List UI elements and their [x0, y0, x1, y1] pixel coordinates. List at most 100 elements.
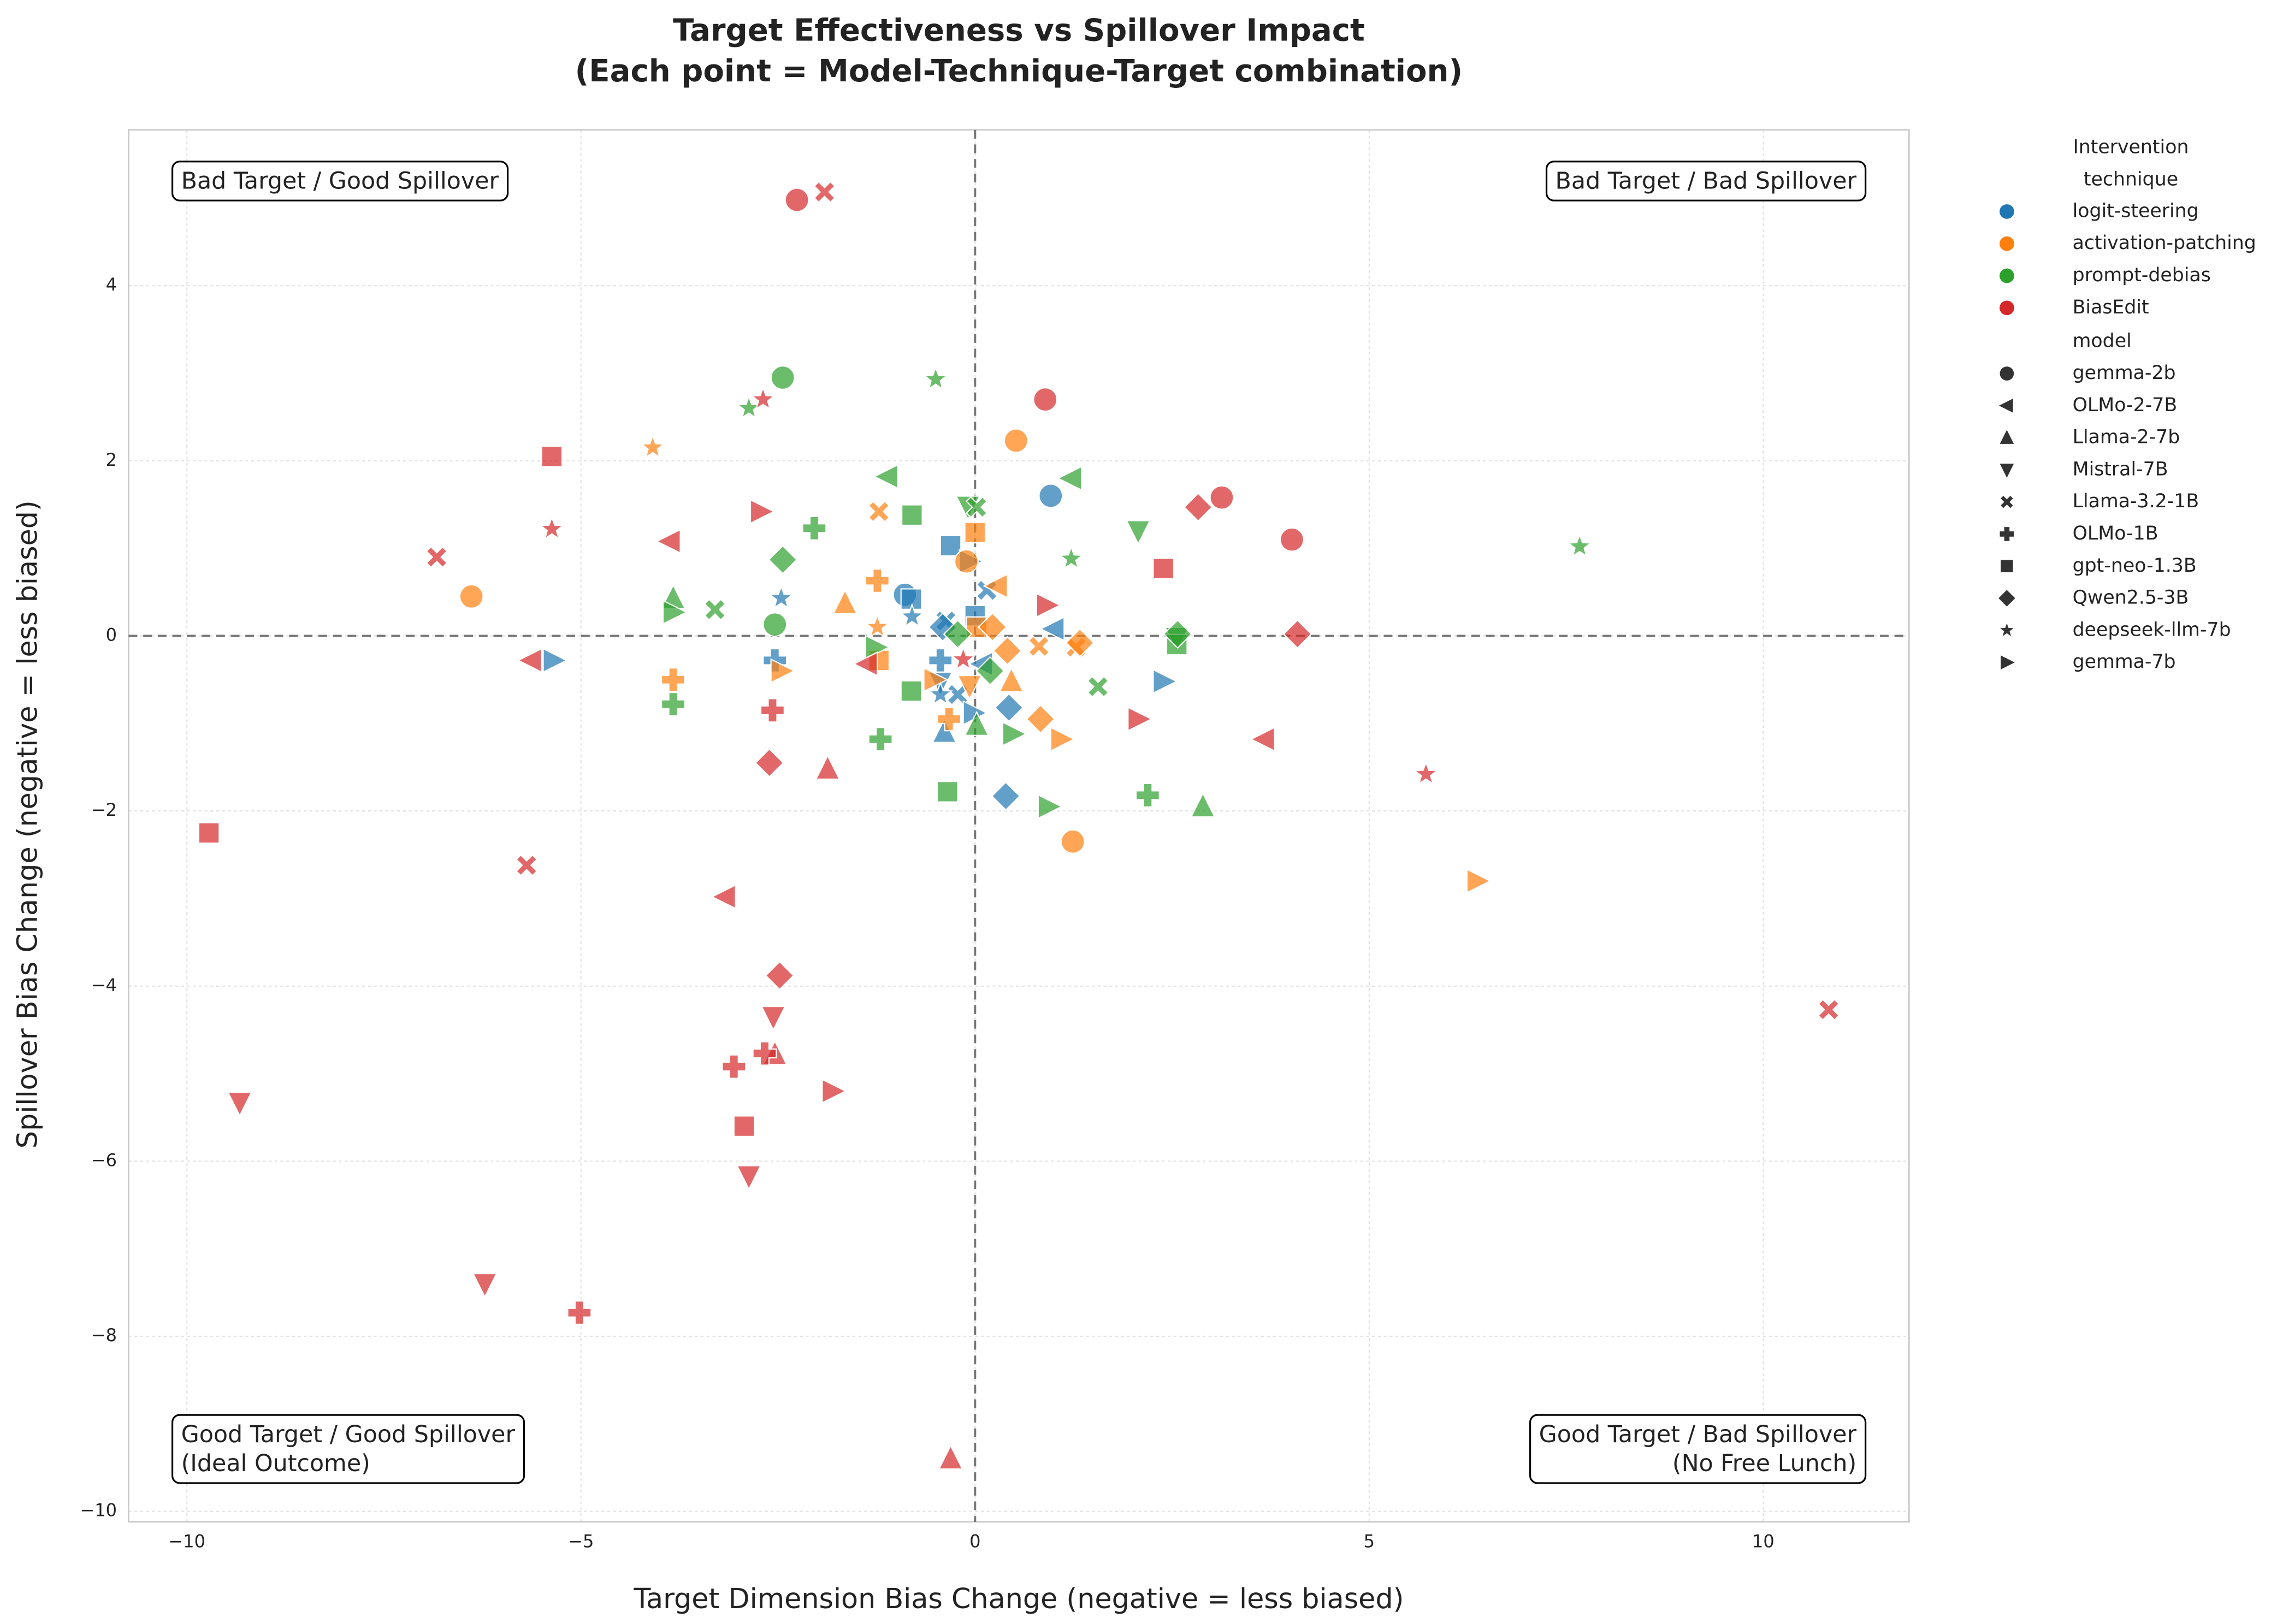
data-point: [978, 612, 1007, 642]
data-point: [1002, 721, 1028, 747]
data-point: [899, 603, 925, 628]
x-tick-label: −10: [168, 1531, 205, 1551]
x-axis-label: Target Dimension Bias Change (negative =…: [633, 1582, 1404, 1615]
data-point: [1033, 387, 1058, 412]
annotation-box: [1545, 161, 1867, 201]
chart-subtitle: (Each point = Model-Technique-Target com…: [575, 54, 1463, 89]
data-point: [927, 681, 954, 706]
data-point: [868, 727, 893, 752]
legend-title: Intervention technique: [2073, 137, 2189, 192]
data-point: [1466, 868, 1492, 894]
annotation-box: [1529, 1414, 1867, 1484]
quadrant-annotation: Good Target / Bad Spillover(No Free Lunc…: [1529, 1414, 1867, 1484]
legend-marker: [1998, 399, 2013, 413]
data-point: [1039, 616, 1065, 642]
data-point: [998, 667, 1024, 692]
data-point: [1050, 726, 1076, 752]
y-axis-label: Spillover Bias Change (negative = less b…: [11, 500, 44, 1148]
data-point: [1209, 485, 1234, 510]
legend-label: gpt-neo-1.3B: [2073, 555, 2197, 577]
data-point: [640, 434, 666, 459]
x-tick-label: 5: [1364, 1531, 1375, 1551]
data-point: [760, 1006, 786, 1032]
legend-marker: [2000, 300, 2014, 316]
data-point: [655, 529, 681, 554]
data-point: [736, 1165, 762, 1191]
annotation-text: Good Target / Bad Spillover: [1539, 1421, 1857, 1448]
legend-marker: [2001, 655, 2015, 669]
y-tick-label: −8: [91, 1325, 117, 1346]
quadrant-annotation: Good Target / Good Spillover(Ideal Outco…: [171, 1414, 525, 1484]
legend-label: Qwen2.5-3B: [2073, 587, 2189, 609]
data-point: [1060, 829, 1085, 854]
legend-marker: [2000, 366, 2014, 381]
data-point: [868, 500, 890, 523]
legend-marker: [2000, 268, 2014, 283]
data-point: [964, 710, 990, 736]
data-point: [923, 667, 949, 692]
legend-label: deepseek-llm-7b: [2073, 619, 2231, 641]
data-point: [768, 585, 794, 609]
data-point: [865, 568, 890, 593]
data-point: [1003, 428, 1028, 453]
y-tick-label: −4: [91, 975, 117, 995]
data-point: [815, 754, 841, 780]
data-point: [770, 365, 795, 390]
data-point: [937, 781, 959, 803]
legend-marker: [2000, 204, 2014, 219]
data-point: [1038, 483, 1063, 508]
legend-marker: [1998, 590, 2015, 607]
data-point: [853, 651, 878, 677]
data-point: [517, 648, 542, 673]
data-point: [661, 692, 686, 716]
quadrant-annotation: Bad Target / Good Spillover: [171, 161, 509, 201]
data-point: [752, 1041, 777, 1066]
legend-marker: [2000, 430, 2014, 444]
legend-marker: [2001, 560, 2013, 572]
x-tick-label: −5: [568, 1531, 594, 1551]
annotation-text: Bad Target / Good Spillover: [181, 168, 499, 195]
data-point: [765, 961, 795, 991]
legend-subtitle: model: [2073, 330, 2132, 352]
data-point: [1163, 619, 1193, 649]
y-tick-label: 4: [106, 274, 117, 295]
y-tick-label: −6: [91, 1149, 117, 1170]
annotation-box: [171, 1414, 525, 1484]
data-point: [770, 658, 796, 684]
data-point: [1250, 726, 1275, 752]
plot-frame: [128, 129, 1910, 1523]
data-point: [821, 1078, 847, 1104]
data-point: [950, 646, 976, 671]
data-point: [733, 1115, 755, 1137]
data-point: [662, 600, 688, 625]
data-point: [965, 496, 988, 519]
legend-label: Llama-3.2-1B: [2073, 490, 2199, 512]
data-point: [768, 545, 798, 574]
data-point: [938, 1444, 963, 1470]
annotation-text: (Ideal Outcome): [181, 1450, 370, 1477]
data-point: [1152, 558, 1174, 579]
y-tick-label: 2: [106, 449, 117, 470]
data-point: [784, 187, 809, 212]
y-tick-label: −2: [91, 799, 117, 820]
data-point: [472, 1273, 498, 1299]
data-point: [1125, 520, 1151, 546]
data-point: [539, 515, 565, 540]
data-point: [832, 589, 858, 614]
data-point: [459, 584, 484, 609]
data-point: [425, 546, 448, 568]
data-point: [900, 680, 922, 702]
chart-title: Target Effectiveness vs Spillover Impact: [673, 13, 1365, 48]
data-point: [873, 464, 898, 489]
data-point: [721, 1054, 747, 1079]
data-point: [1058, 545, 1084, 570]
data-point: [813, 181, 836, 203]
legend-marker: [2000, 464, 2014, 478]
data-point: [922, 366, 949, 390]
x-tick-label: 10: [1752, 1531, 1775, 1551]
data-point: [992, 636, 1022, 666]
data-point: [542, 648, 568, 673]
data-point: [541, 446, 563, 467]
data-point: [802, 515, 827, 541]
data-point: [661, 667, 686, 692]
